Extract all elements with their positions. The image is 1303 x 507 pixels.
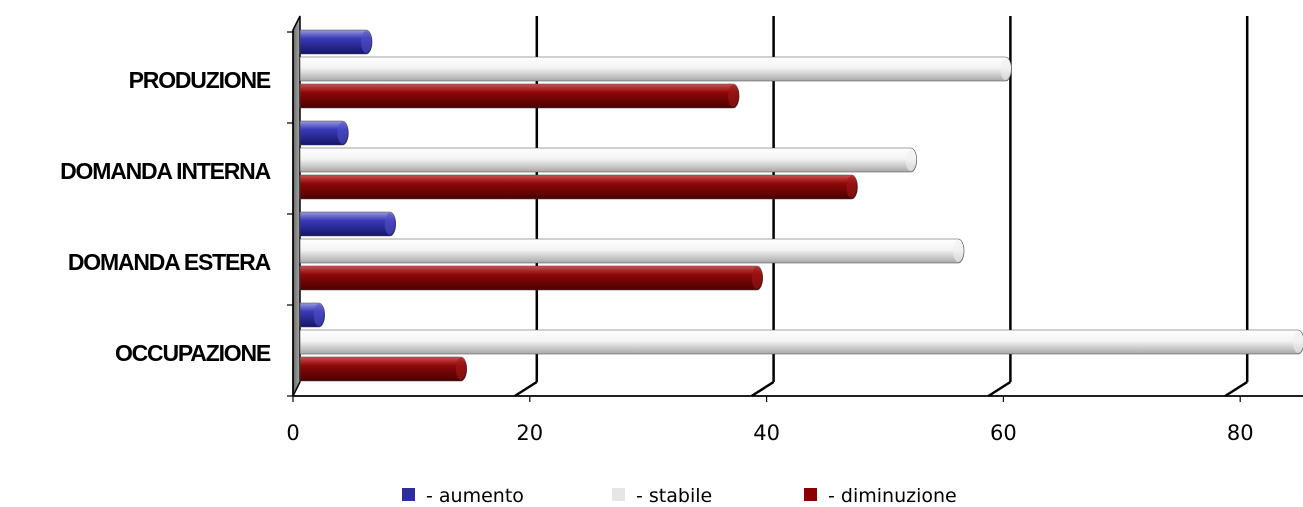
x-tick-label: 80 bbox=[1227, 421, 1254, 445]
legend-swatch bbox=[804, 488, 817, 501]
bar-domanda-estera-stabile bbox=[299, 238, 965, 264]
x-tick-label: 0 bbox=[286, 421, 299, 445]
category-label: DOMANDA INTERNA bbox=[60, 158, 270, 184]
x-tick-label: 20 bbox=[516, 421, 543, 445]
bar-domanda-interna-diminuzione bbox=[299, 174, 858, 200]
category-label: PRODUZIONE bbox=[129, 67, 271, 93]
legend-item: - stabile bbox=[612, 485, 712, 507]
legend-item: - diminuzione bbox=[804, 485, 957, 507]
axes: 0 20 40 60 80 PRODUZIONE DOMANDA INTERNA DOMAND… bbox=[60, 30, 1303, 445]
gridline-floor-80 bbox=[1224, 380, 1248, 398]
gridline-floor-40 bbox=[750, 380, 775, 398]
side-wall bbox=[292, 15, 301, 397]
legend-swatch bbox=[402, 488, 415, 501]
bar-domanda-interna-stabile bbox=[299, 147, 917, 173]
bar-domanda-estera-diminuzione bbox=[299, 265, 764, 291]
bar-occupazione-aumento bbox=[299, 302, 325, 328]
bar-produzione-aumento bbox=[299, 29, 373, 55]
legend-label: - stabile bbox=[636, 485, 712, 507]
legend-swatch bbox=[612, 488, 625, 501]
bar-domanda-interna-aumento bbox=[299, 120, 349, 146]
gridline-floor-20 bbox=[514, 380, 538, 398]
bar-produzione-stabile bbox=[299, 56, 1012, 82]
bars bbox=[299, 29, 1303, 382]
legend-label: - diminuzione bbox=[828, 485, 957, 507]
x-tick-label: 40 bbox=[753, 421, 780, 445]
bar-produzione-diminuzione bbox=[299, 83, 740, 109]
legend-label: - aumento bbox=[426, 485, 524, 507]
x-tick-label: 60 bbox=[990, 421, 1017, 445]
legend-item: - aumento bbox=[402, 485, 524, 507]
category-label: OCCUPAZIONE bbox=[115, 340, 271, 366]
bar-occupazione-diminuzione bbox=[299, 356, 468, 382]
category-label: DOMANDA ESTERA bbox=[68, 249, 271, 275]
legend: - aumento - stabile - diminuzione bbox=[402, 485, 957, 507]
bar-occupazione-stabile bbox=[299, 329, 1303, 355]
bar-domanda-estera-aumento bbox=[299, 211, 397, 237]
gridline-floor-60 bbox=[987, 380, 1012, 398]
